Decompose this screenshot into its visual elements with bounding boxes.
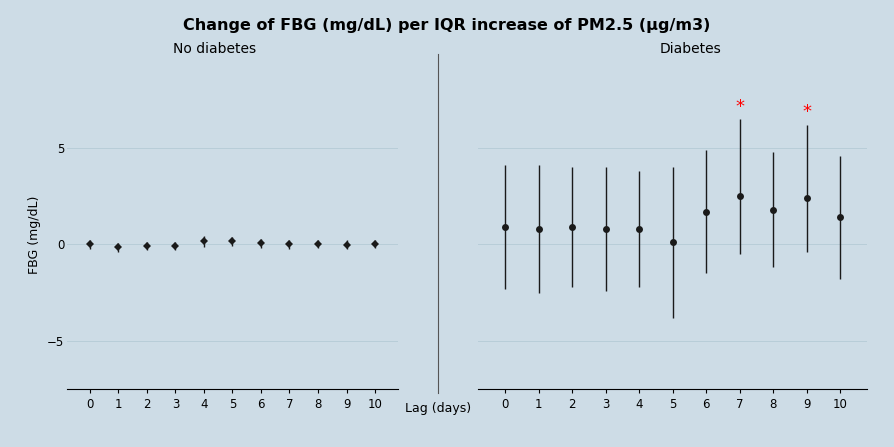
Text: Diabetes: Diabetes (660, 42, 721, 56)
Text: *: * (735, 97, 745, 115)
Text: No diabetes: No diabetes (173, 42, 256, 56)
Text: Lag (days): Lag (days) (405, 402, 471, 415)
Y-axis label: FBG (mg/dL): FBG (mg/dL) (29, 195, 41, 274)
Text: *: * (802, 103, 812, 121)
Text: Change of FBG (mg/dL) per IQR increase of PM2.5 (μg/m3): Change of FBG (mg/dL) per IQR increase o… (183, 18, 711, 33)
